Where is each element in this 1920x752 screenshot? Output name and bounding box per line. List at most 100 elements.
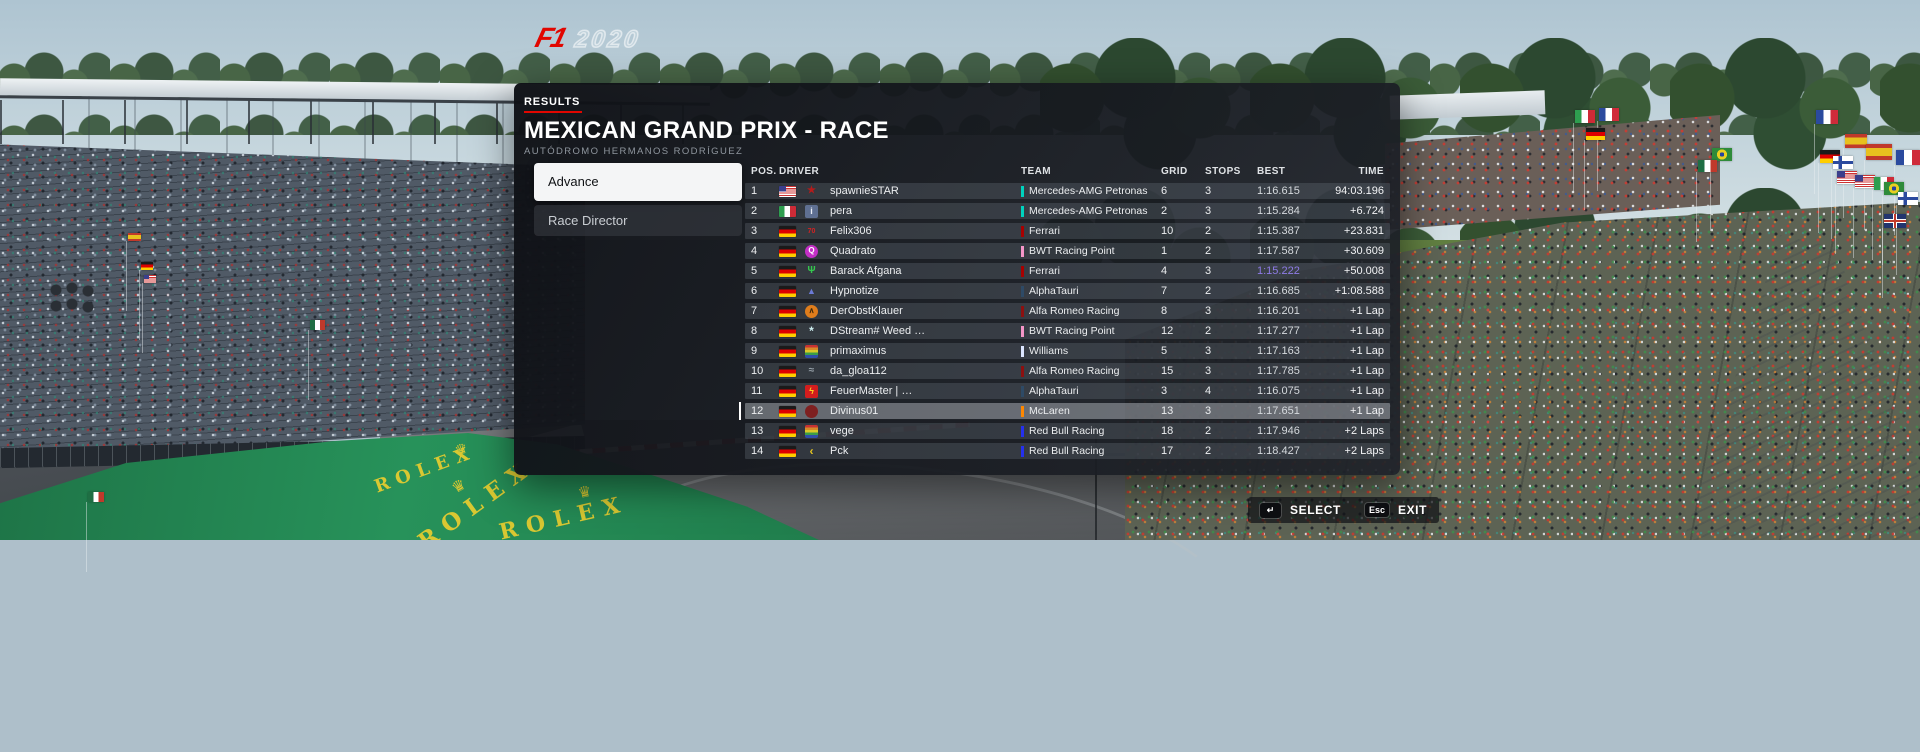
flag-finland	[1831, 156, 1853, 239]
results-label: RESULTS	[524, 96, 583, 113]
table-row[interactable]: 3 70 Felix306 Ferrari 10 2 1:15.387 +23.…	[745, 223, 1390, 239]
table-row[interactable]: 8 * DStream# Weed … BWT Racing Point 12 …	[745, 323, 1390, 339]
team-cell: AlphaTauri	[1021, 385, 1161, 397]
col-header-best: BEST	[1257, 165, 1286, 177]
flag-mexico	[1696, 160, 1717, 242]
col-header-grid: GRID	[1161, 165, 1188, 177]
driver-avatar-icon: ★	[807, 185, 816, 196]
position-cell: 8	[751, 325, 758, 337]
driver-name: Divinus01	[830, 405, 879, 417]
col-header-driver: DRIVER	[779, 165, 820, 177]
driver-name: primaximus	[830, 345, 887, 357]
esc-key-icon: Esc	[1364, 503, 1389, 517]
race-time-cell: +50.008	[1343, 265, 1384, 277]
team-cell: AlphaTauri	[1021, 285, 1161, 297]
stops-cell: 2	[1205, 445, 1212, 457]
driver-avatar-icon: Q	[805, 244, 818, 258]
table-row[interactable]: 4 Q Quadrato BWT Racing Point 1 2 1:17.5…	[745, 243, 1390, 259]
stops-cell: 3	[1205, 305, 1212, 317]
table-row[interactable]: 9 primaximus Williams 5 3 1:17.163 +1 La…	[745, 343, 1390, 359]
team-color-bar	[1021, 245, 1024, 257]
driver-name: Quadrato	[830, 245, 876, 257]
table-row[interactable]: 1 ★ spawnieSTAR Mercedes-AMG Petronas 6 …	[745, 183, 1390, 199]
team-name: Ferrari	[1029, 265, 1060, 277]
table-row[interactable]: 11 ϟ FeuerMaster | … AlphaTauri 3 4 1:16…	[745, 383, 1390, 399]
driver-name: pera	[830, 205, 853, 217]
flag-germany-small	[139, 262, 153, 340]
driver-nationality-flag-icon	[779, 345, 796, 357]
f1-2020-logo: F1 2020	[532, 22, 643, 54]
table-row[interactable]: 12 Divinus01 McLaren 13 3 1:17.651 +1 La…	[739, 402, 1390, 420]
team-color-bar	[1021, 205, 1024, 217]
col-header-team: TEAM	[1021, 165, 1051, 177]
flag-spain-small	[126, 233, 141, 311]
table-row[interactable]: 5 Ψ Barack Afgana Ferrari 4 3 1:15.222 +…	[745, 263, 1390, 279]
team-color-bar	[1021, 365, 1024, 377]
team-name: Williams	[1029, 345, 1069, 357]
table-row[interactable]: 14 ‹ Pck Red Bull Racing 17 2 1:18.427 +…	[745, 443, 1390, 459]
page-title: MEXICAN GRAND PRIX - RACE	[524, 117, 889, 144]
team-name: AlphaTauri	[1029, 285, 1079, 297]
driver-name: da_gloa112	[830, 365, 887, 377]
team-name: Alfa Romeo Racing	[1029, 305, 1120, 317]
race-time-cell: +6.724	[1350, 205, 1384, 217]
table-row[interactable]: 7 ∧ DerObstKlauer Alfa Romeo Racing 8 3 …	[745, 303, 1390, 319]
team-cell: Mercedes-AMG Petronas	[1021, 185, 1161, 197]
team-cell: Williams	[1021, 345, 1161, 357]
left-grandstand-crowd	[0, 144, 585, 460]
position-cell: 2	[751, 205, 758, 217]
exit-button[interactable]: EXIT	[1397, 503, 1428, 517]
position-cell: 12	[751, 405, 764, 417]
flag-france	[1894, 150, 1920, 235]
table-row[interactable]: 2 i pera Mercedes-AMG Petronas 2 3 1:15.…	[745, 203, 1390, 219]
sidebar-menu: Advance Race Director	[534, 163, 742, 240]
table-header-row: POS. DRIVER TEAM GRID STOPS BEST TIME	[745, 163, 1390, 179]
sidebar-item-race-director[interactable]: Race Director	[534, 205, 742, 236]
table-row[interactable]: 13 vege Red Bull Racing 18 2 1:17.946 +2…	[745, 423, 1390, 439]
best-lap-cell: 1:17.163	[1257, 345, 1300, 357]
stops-cell: 2	[1205, 325, 1212, 337]
f1-logo-mark: F1	[532, 22, 569, 53]
driver-nationality-flag-icon	[779, 225, 796, 237]
stops-cell: 2	[1205, 425, 1212, 437]
driver-nationality-flag-icon	[779, 265, 796, 277]
best-lap-cell: 1:17.785	[1257, 365, 1300, 377]
driver-avatar-icon: ϟ	[805, 384, 818, 398]
position-cell: 7	[751, 305, 758, 317]
best-lap-cell: 1:17.651	[1257, 405, 1300, 417]
best-lap-cell: 1:16.685	[1257, 285, 1300, 297]
table-row[interactable]: 10 ≈ da_gloa112 Alfa Romeo Racing 15 3 1…	[745, 363, 1390, 379]
position-cell: 4	[751, 245, 758, 257]
position-cell: 1	[751, 185, 758, 197]
grid-cell: 4	[1161, 265, 1168, 277]
driver-nationality-flag-icon	[779, 185, 796, 197]
table-row[interactable]: 6 ▲ Hypnotize AlphaTauri 7 2 1:16.685 +1…	[745, 283, 1390, 299]
stops-cell: 2	[1205, 225, 1212, 237]
race-time-cell: +1 Lap	[1350, 325, 1384, 337]
grid-cell: 3	[1161, 385, 1168, 397]
col-header-stops: STOPS	[1205, 165, 1241, 177]
grid-cell: 8	[1161, 305, 1168, 317]
best-lap-cell: 1:15.284	[1257, 205, 1300, 217]
driver-nationality-flag-icon	[779, 245, 796, 257]
best-lap-cell: 1:16.201	[1257, 305, 1300, 317]
grid-cell: 13	[1161, 405, 1174, 417]
select-button[interactable]: SELECT	[1290, 503, 1341, 517]
results-panel: RESULTS MEXICAN GRAND PRIX - RACE AUTÓDR…	[514, 83, 1400, 475]
stops-cell: 3	[1205, 365, 1212, 377]
race-time-cell: +1:08.588	[1334, 285, 1384, 297]
team-cell: Alfa Romeo Racing	[1021, 365, 1161, 377]
driver-avatar-icon: i	[805, 204, 818, 218]
driver-avatar-icon: *	[809, 324, 814, 338]
driver-avatar-icon	[805, 404, 818, 418]
flag-brazil	[1710, 148, 1732, 231]
grid-cell: 10	[1161, 225, 1174, 237]
sidebar-item-advance[interactable]: Advance	[534, 163, 742, 201]
team-name: AlphaTauri	[1029, 385, 1079, 397]
driver-nationality-flag-icon	[779, 385, 796, 397]
race-time-cell: 94:03.196	[1335, 185, 1384, 197]
flag-italy	[1573, 110, 1595, 193]
enter-key-icon: ↵	[1260, 502, 1281, 518]
flag-spain	[1864, 144, 1892, 230]
race-time-cell: +1 Lap	[1350, 405, 1384, 417]
